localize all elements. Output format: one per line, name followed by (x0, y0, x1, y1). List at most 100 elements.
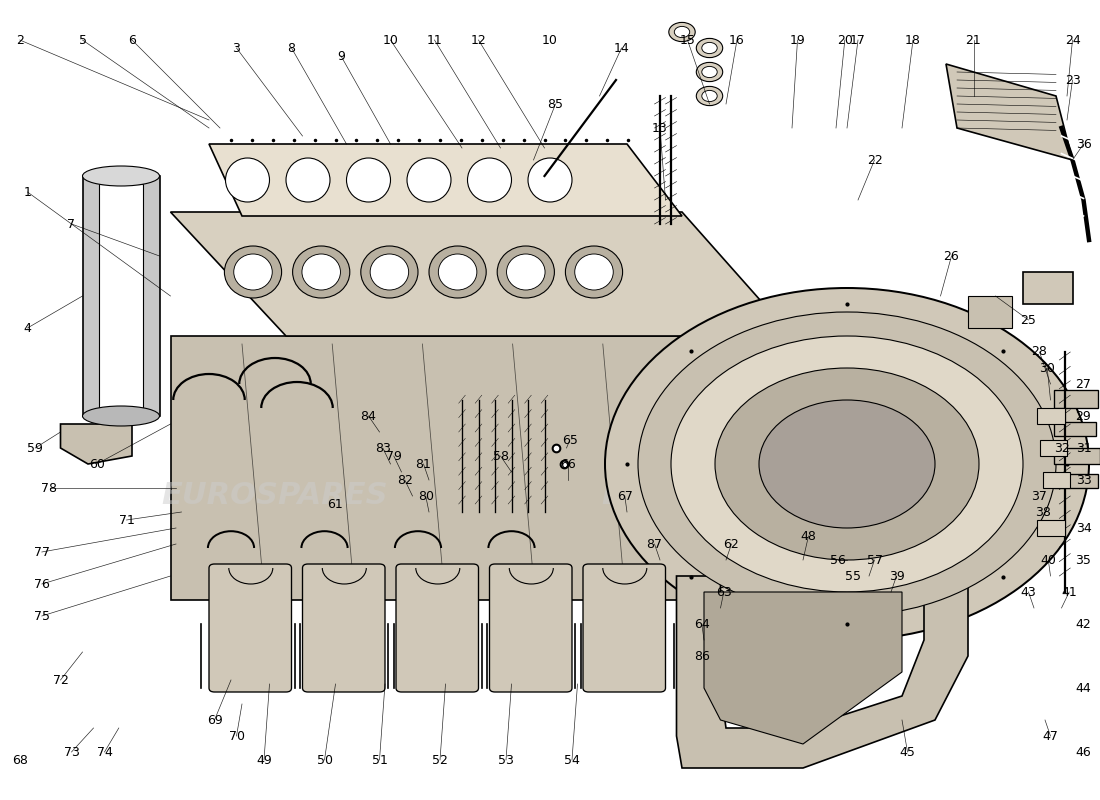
FancyBboxPatch shape (490, 564, 572, 692)
Text: EUROSPARES: EUROSPARES (602, 482, 828, 510)
Text: 7: 7 (67, 218, 76, 230)
Bar (1037, 520, 1065, 536)
Text: 84: 84 (361, 410, 376, 422)
Text: 65: 65 (562, 434, 578, 446)
Text: 10: 10 (383, 34, 398, 46)
Text: 10: 10 (542, 34, 558, 46)
Ellipse shape (370, 254, 409, 290)
Bar (1037, 408, 1065, 424)
Ellipse shape (82, 166, 160, 186)
Ellipse shape (224, 246, 282, 298)
FancyBboxPatch shape (209, 564, 292, 692)
Text: 24: 24 (1065, 34, 1080, 46)
Bar (1043, 472, 1070, 488)
Text: 57: 57 (867, 554, 882, 566)
Text: 78: 78 (42, 482, 57, 494)
Text: 85: 85 (548, 98, 563, 110)
Text: 53: 53 (498, 754, 514, 766)
Polygon shape (676, 576, 968, 768)
Text: 13: 13 (652, 122, 668, 134)
Text: 43: 43 (1021, 586, 1036, 598)
Text: 25: 25 (1021, 314, 1036, 326)
Circle shape (702, 42, 717, 54)
Text: 11: 11 (427, 34, 442, 46)
Text: 73: 73 (64, 746, 79, 758)
Text: 3: 3 (232, 42, 241, 54)
Text: 81: 81 (416, 458, 431, 470)
Ellipse shape (429, 246, 486, 298)
Ellipse shape (506, 254, 544, 290)
Circle shape (715, 368, 979, 560)
Text: 21: 21 (966, 34, 981, 46)
Ellipse shape (574, 254, 614, 290)
Text: 49: 49 (256, 754, 272, 766)
Text: 19: 19 (790, 34, 805, 46)
Circle shape (674, 26, 690, 38)
Text: 15: 15 (680, 34, 695, 46)
Text: 69: 69 (207, 714, 222, 726)
Text: 36: 36 (1076, 138, 1091, 150)
Text: 35: 35 (1076, 554, 1091, 566)
Ellipse shape (438, 254, 477, 290)
Text: 28: 28 (1032, 346, 1047, 358)
Circle shape (759, 400, 935, 528)
Text: 63: 63 (716, 586, 732, 598)
Text: 83: 83 (375, 442, 390, 454)
Text: EUROSPARES: EUROSPARES (162, 482, 388, 510)
Text: 20: 20 (837, 34, 852, 46)
Text: 76: 76 (34, 578, 50, 590)
Polygon shape (946, 64, 1072, 160)
Text: 40: 40 (1041, 554, 1056, 566)
Ellipse shape (82, 406, 160, 426)
Text: 61: 61 (328, 498, 343, 510)
Ellipse shape (361, 246, 418, 298)
Bar (1054, 390, 1098, 408)
Text: 17: 17 (850, 34, 866, 46)
Bar (1054, 474, 1098, 488)
Circle shape (605, 288, 1089, 640)
Polygon shape (209, 144, 682, 216)
Text: 77: 77 (34, 546, 50, 558)
Ellipse shape (497, 246, 554, 298)
Text: 45: 45 (900, 746, 915, 758)
Circle shape (638, 312, 1056, 616)
Text: 46: 46 (1076, 746, 1091, 758)
Text: 70: 70 (229, 730, 244, 742)
Text: 38: 38 (1035, 506, 1050, 518)
Text: 55: 55 (845, 570, 860, 582)
Text: 82: 82 (397, 474, 412, 486)
Ellipse shape (301, 254, 341, 290)
Text: 8: 8 (287, 42, 296, 54)
Ellipse shape (233, 254, 273, 290)
Text: 26: 26 (944, 250, 959, 262)
Polygon shape (1023, 272, 1072, 304)
Text: 72: 72 (53, 674, 68, 686)
Text: 1: 1 (23, 186, 32, 198)
Text: 54: 54 (564, 754, 580, 766)
FancyBboxPatch shape (396, 564, 478, 692)
Text: 48: 48 (801, 530, 816, 542)
Text: 2: 2 (15, 34, 24, 46)
Ellipse shape (407, 158, 451, 202)
Bar (1054, 448, 1100, 464)
Text: 68: 68 (12, 754, 28, 766)
Text: 58: 58 (493, 450, 508, 462)
Text: 44: 44 (1076, 682, 1091, 694)
Text: 34: 34 (1076, 522, 1091, 534)
Text: 64: 64 (694, 618, 710, 630)
Text: 50: 50 (317, 754, 332, 766)
Ellipse shape (286, 158, 330, 202)
Text: 86: 86 (694, 650, 710, 662)
Text: 59: 59 (28, 442, 43, 454)
Text: 31: 31 (1076, 442, 1091, 454)
Text: 62: 62 (724, 538, 739, 550)
Text: 52: 52 (432, 754, 448, 766)
Text: 18: 18 (905, 34, 921, 46)
Text: 66: 66 (560, 458, 575, 470)
Text: 39: 39 (889, 570, 904, 582)
Text: 79: 79 (386, 450, 402, 462)
Text: 9: 9 (337, 50, 345, 62)
FancyBboxPatch shape (583, 564, 666, 692)
Text: 6: 6 (128, 34, 136, 46)
Ellipse shape (346, 158, 390, 202)
